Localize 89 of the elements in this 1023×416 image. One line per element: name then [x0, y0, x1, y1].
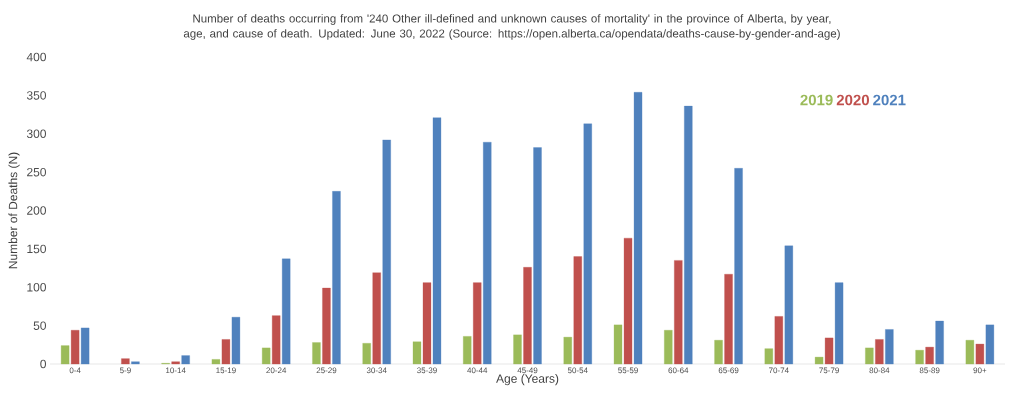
y-tick-label: 400	[26, 52, 47, 62]
bar	[965, 340, 975, 365]
bar	[573, 256, 582, 365]
bar	[774, 316, 783, 365]
bar	[372, 272, 381, 365]
bar	[824, 337, 834, 365]
bar	[613, 324, 623, 365]
bar	[181, 355, 190, 365]
text: 2021	[873, 94, 906, 106]
x-tick-label: 75-79	[819, 367, 839, 374]
x-tick-label: 90+	[973, 367, 987, 374]
y-tick-label: 200	[27, 206, 47, 215]
bar	[272, 315, 281, 365]
bar	[885, 329, 894, 365]
x-tick-label: 65-69	[718, 367, 739, 374]
y-tick-label: 300	[26, 129, 47, 139]
bar	[432, 117, 442, 365]
x-tick-label: 55-59	[618, 367, 638, 374]
text: 2019	[800, 94, 833, 106]
y-tick-label: 50	[33, 321, 47, 330]
bar	[915, 350, 924, 365]
bar	[131, 361, 140, 365]
bar	[282, 258, 291, 365]
x-tick-label: 15-19	[216, 367, 236, 374]
bar	[171, 361, 180, 365]
text: 2020	[836, 94, 869, 106]
bar	[834, 282, 844, 365]
x-tick-label: 20-24	[266, 367, 287, 374]
x-tick-label: 60-64	[668, 367, 689, 374]
y-tick-label: 0	[40, 359, 47, 369]
bar	[523, 267, 532, 365]
x-tick-label: 50-54	[567, 367, 588, 374]
bar	[865, 347, 874, 365]
bar	[231, 317, 241, 365]
y-tick-label: 150	[27, 244, 47, 254]
bar	[80, 327, 90, 365]
bar	[533, 147, 542, 365]
y-tick-label: 100	[27, 283, 47, 292]
x-tick-label: 70-74	[769, 367, 789, 374]
x-tick-label: 25-29	[316, 367, 337, 374]
bar	[724, 274, 733, 365]
bar	[362, 343, 371, 365]
x-tick-label: 85-89	[919, 367, 940, 374]
x-tick-label: 80-84	[869, 367, 890, 374]
bar	[623, 237, 633, 365]
bar	[633, 92, 643, 365]
y-axis-title: Number of Deaths (N)	[8, 152, 20, 269]
bar	[875, 339, 884, 365]
bar	[332, 191, 341, 365]
x-tick-label: 0-4	[69, 367, 81, 374]
x-axis-title: Age (Years)	[496, 374, 559, 386]
bar	[734, 168, 743, 365]
bar	[483, 142, 492, 365]
bar	[674, 260, 683, 365]
bar	[985, 324, 995, 365]
bar	[60, 345, 70, 365]
bar	[262, 347, 271, 365]
bar	[513, 334, 522, 365]
bar	[975, 343, 985, 365]
bar	[684, 105, 693, 365]
bar	[121, 358, 130, 365]
x-tick-label: 45-49	[517, 367, 538, 374]
y-tick-label: 350	[26, 91, 47, 100]
bar	[221, 339, 231, 365]
y-tick-label: 250	[27, 167, 47, 177]
bar	[412, 341, 422, 365]
bar	[312, 342, 321, 365]
bar	[714, 340, 723, 365]
chart-title: Number of deaths occurring from '240 Other ill-defined and unknown causes of mortality' in the province of Alberta, by year, age, and cause of death. Updated: June 30, 2022 (Source: https://open.alberta.ca/opendata/deaths-cause-by-gender-and-age)	[183, 14, 840, 40]
bar	[211, 359, 221, 365]
x-tick-label: 10-14	[166, 367, 186, 374]
bar	[814, 356, 824, 365]
bar	[925, 346, 934, 365]
bar	[784, 245, 793, 365]
bar	[322, 287, 331, 365]
bar	[382, 139, 391, 365]
bar	[563, 336, 572, 365]
bar	[422, 282, 432, 365]
x-tick-label: 35-39	[417, 367, 437, 374]
bar	[935, 320, 944, 365]
x-tick-label: 40-44	[467, 367, 488, 374]
x-tick-label: 5-9	[119, 367, 131, 374]
x-tick-label: 30-34	[366, 367, 387, 374]
bar	[664, 330, 673, 365]
bar	[463, 336, 472, 365]
bar	[473, 282, 482, 365]
bar	[764, 348, 773, 365]
bar	[583, 123, 592, 365]
bar	[70, 330, 80, 365]
